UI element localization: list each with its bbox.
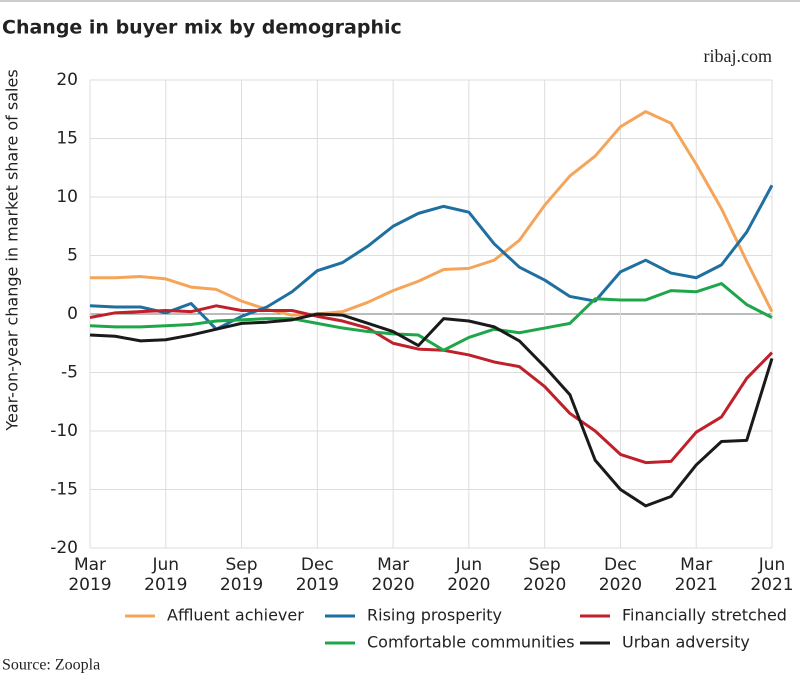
x-tick-label: Jun 2021	[750, 555, 794, 595]
x-tick-label: Jun 2019	[144, 555, 188, 595]
y-tick-label: 0	[67, 304, 78, 324]
x-tick-label: Mar 2021	[674, 555, 718, 595]
x-tick-label: Sep 2020	[523, 555, 567, 595]
series-line	[90, 110, 774, 317]
legend-label: Comfortable communities	[367, 633, 575, 652]
series-line	[89, 282, 773, 352]
legend-label: Affluent achiever	[167, 606, 304, 625]
y-tick-label: 10	[56, 187, 78, 207]
y-tick-label: -10	[50, 421, 78, 441]
series-line	[89, 184, 774, 331]
y-tick-label: 5	[67, 246, 78, 266]
legend-label: Urban adversity	[622, 633, 750, 652]
x-tick-label: Dec 2020	[598, 555, 643, 595]
x-tick-label: Sep 2019	[219, 555, 264, 595]
series-line	[89, 312, 774, 508]
x-tick-label: Dec 2019	[295, 555, 339, 595]
chart-title: Change in buyer mix by demographic	[2, 17, 402, 39]
legend-label: Rising prosperity	[367, 606, 502, 625]
y-tick-label: 20	[56, 70, 78, 90]
x-tick-label: Mar 2020	[371, 555, 415, 595]
subtitle: ribaj.com	[704, 46, 772, 66]
x-tick-label: Jun 2020	[447, 555, 491, 595]
y-axis-label: Year-on-year change in market share of s…	[3, 69, 22, 431]
y-tick-label: -5	[61, 363, 78, 383]
source: Source: Zoopla	[2, 657, 100, 674]
y-tick-label: -20	[50, 538, 78, 558]
x-tick-label: Mar 2019	[68, 555, 112, 595]
y-tick-label: 15	[56, 129, 78, 149]
y-tick-label: -15	[50, 480, 78, 500]
legend-label: Financially stretched	[622, 606, 787, 625]
series-line	[89, 304, 774, 465]
